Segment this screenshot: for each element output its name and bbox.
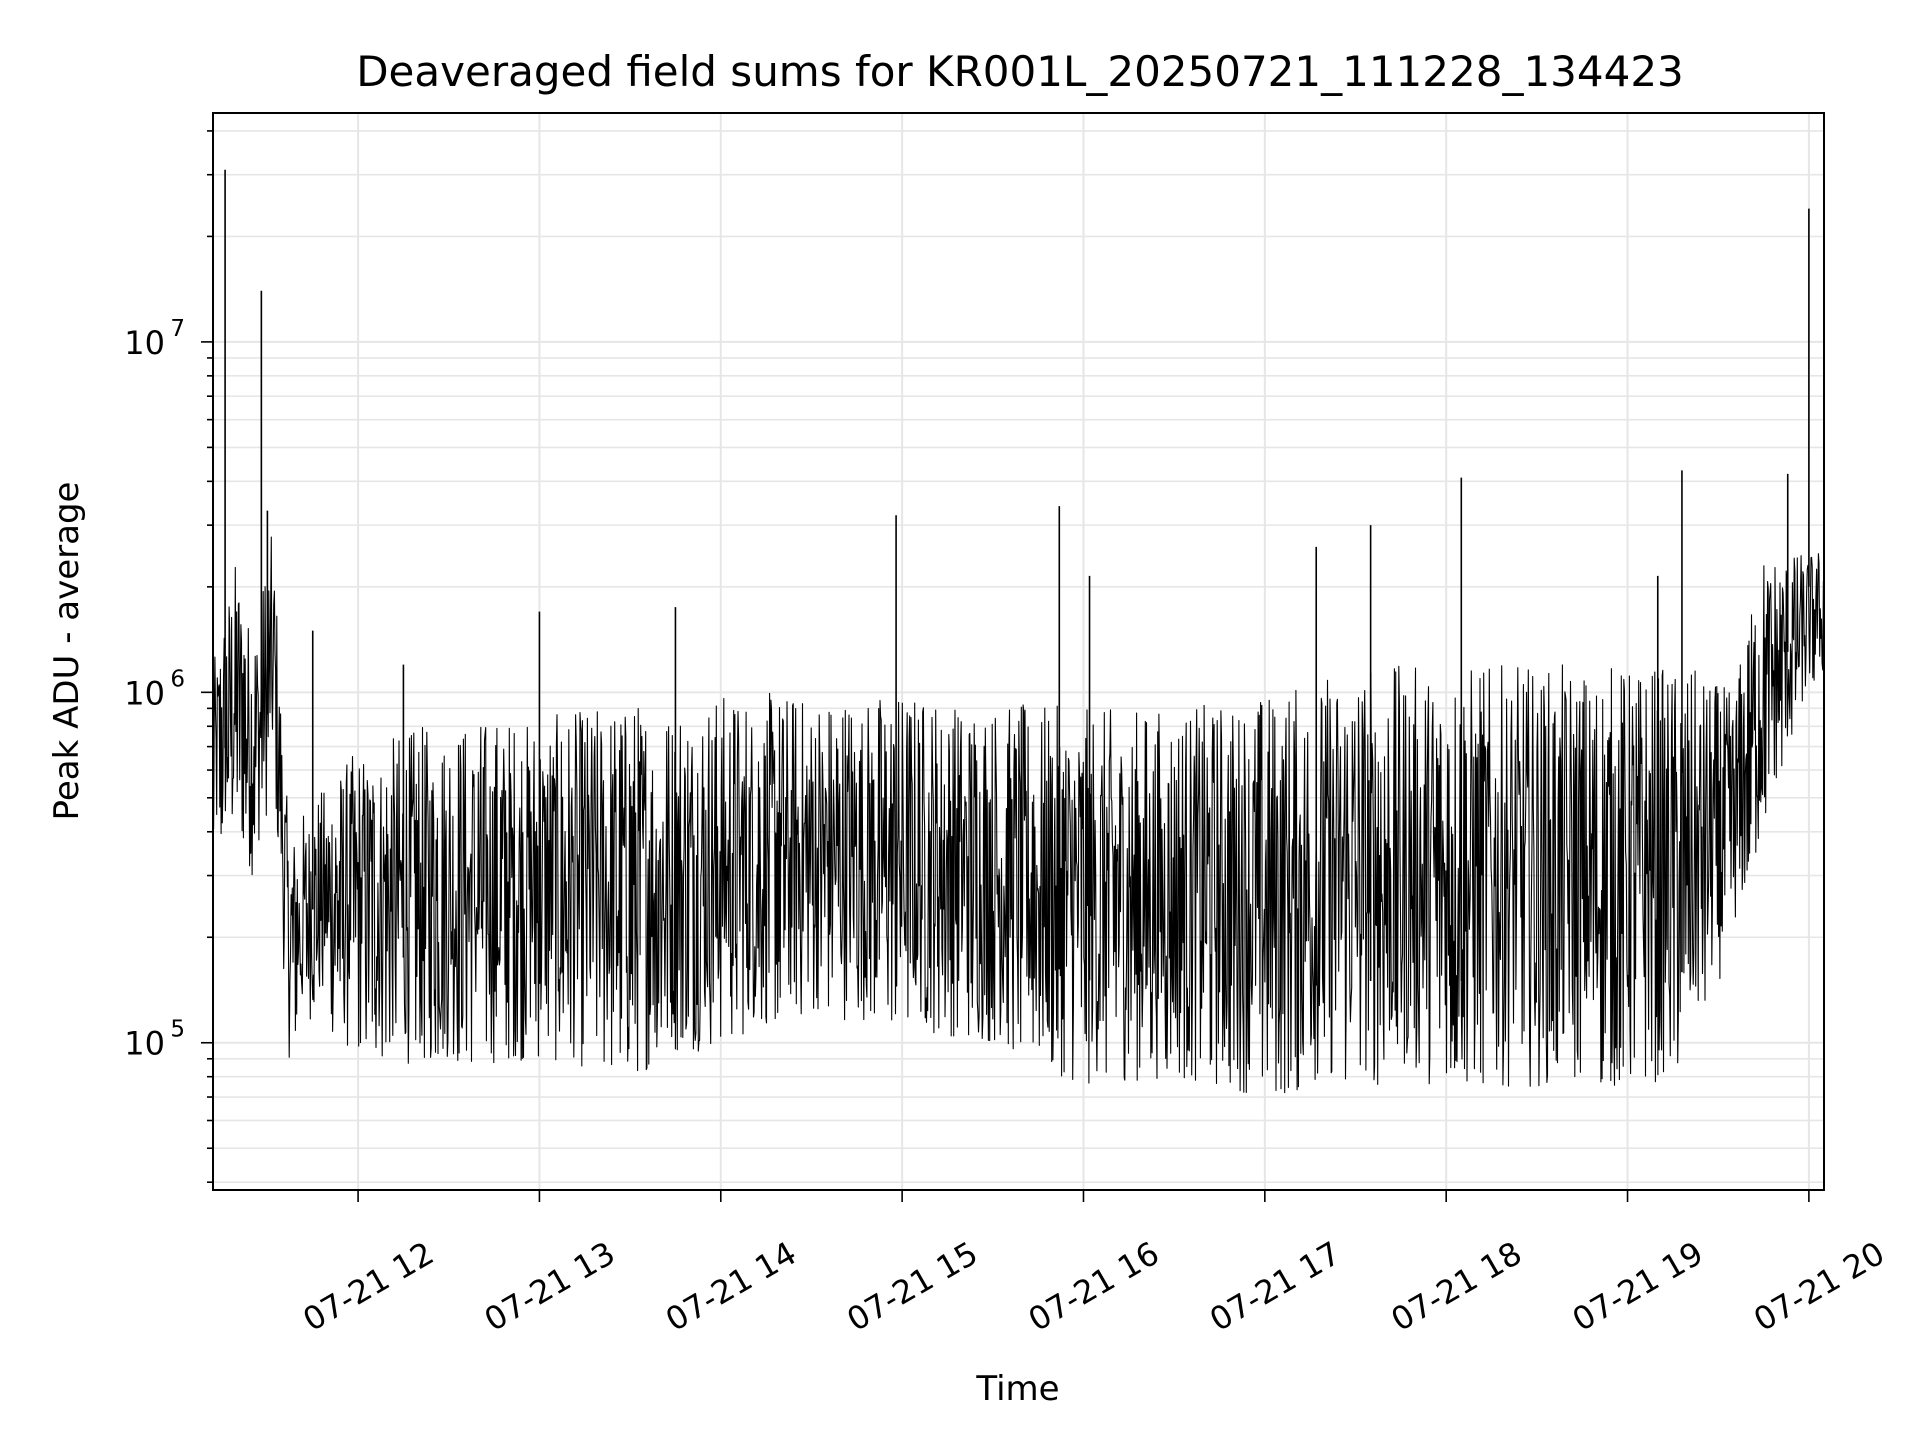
y-tick-exponent: 5: [170, 1017, 185, 1043]
y-tick-label: 10: [124, 1025, 165, 1063]
series-line: [212, 536, 1825, 1094]
y-tick-label: 10: [124, 674, 165, 712]
plot-frame: [212, 112, 1825, 1191]
y-tick-exponent: 7: [170, 316, 185, 342]
y-axis-label: Peak ADU - average: [47, 482, 87, 821]
chart-title: Deaveraged field sums for KR001L_2025072…: [356, 47, 1684, 96]
y-tick-exponent: 6: [170, 666, 185, 692]
x-axis-label: Time: [975, 1369, 1059, 1409]
y-tick-label: 10: [124, 324, 165, 362]
series: [212, 169, 1825, 1094]
